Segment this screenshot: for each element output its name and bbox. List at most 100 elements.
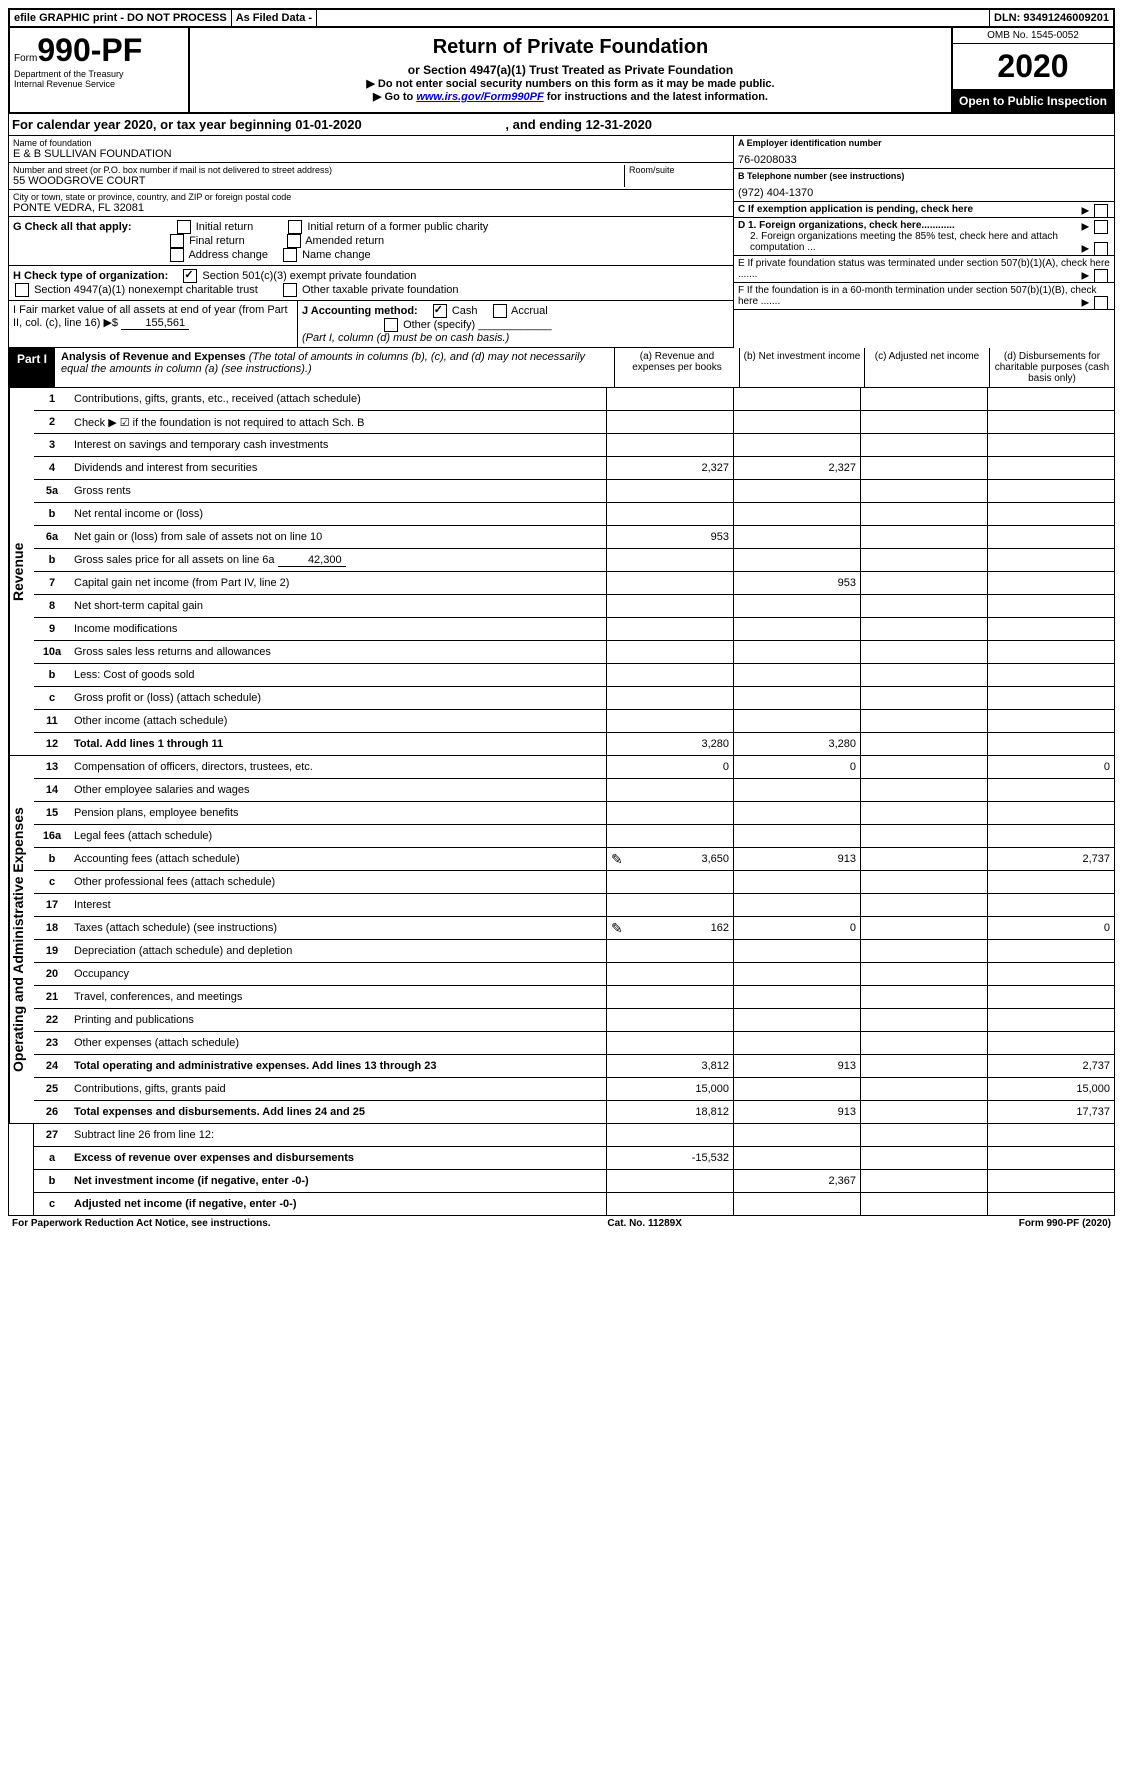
data-cell-col-d: [987, 1009, 1114, 1031]
year-box: OMB No. 1545-0052 2020 Open to Public In…: [951, 28, 1113, 112]
room-cell: Room/suite: [624, 165, 729, 187]
data-cell-col-a: [606, 802, 733, 824]
data-cell-col-b: [733, 526, 860, 548]
table-row: 18Taxes (attach schedule) (see instructi…: [34, 917, 1114, 940]
data-cell-col-c: [860, 756, 987, 778]
amended-checkbox[interactable]: [287, 234, 301, 248]
terminated-checkbox[interactable]: [1094, 269, 1108, 283]
data-cell-col-b: [733, 1032, 860, 1054]
d-cell: D 1. Foreign organizations, check here..…: [734, 218, 1114, 256]
top-bar: efile GRAPHIC print - DO NOT PROCESS As …: [8, 8, 1115, 28]
cash-checkbox[interactable]: [433, 304, 447, 318]
data-cell-col-d: [987, 526, 1114, 548]
instr-link: ▶ Go to www.irs.gov/Form990PF for instru…: [194, 90, 947, 103]
part1-title: Analysis of Revenue and Expenses: [61, 351, 246, 363]
data-cell-col-a: [606, 411, 733, 433]
foreign-85-checkbox[interactable]: [1094, 242, 1108, 256]
data-cell-col-d: [987, 733, 1114, 755]
row-description: Excess of revenue over expenses and disb…: [70, 1150, 606, 1166]
initial-former-checkbox[interactable]: [288, 220, 302, 234]
form-subtitle: or Section 4947(a)(1) Trust Treated as P…: [194, 63, 947, 77]
row-description: Contributions, gifts, grants paid: [70, 1081, 606, 1097]
data-cell-col-d: [987, 411, 1114, 433]
data-cell-col-c: [860, 710, 987, 732]
4947-checkbox[interactable]: [15, 283, 29, 297]
data-cell-col-a: [606, 894, 733, 916]
name-change-checkbox[interactable]: [283, 248, 297, 262]
row-description: Adjusted net income (if negative, enter …: [70, 1196, 606, 1212]
table-row: aExcess of revenue over expenses and dis…: [34, 1147, 1114, 1170]
table-row: 16aLegal fees (attach schedule): [34, 825, 1114, 848]
g-row: G Check all that apply: Initial return I…: [9, 217, 733, 266]
data-cell-col-d: [987, 871, 1114, 893]
row-number: c: [34, 874, 70, 890]
other-method-checkbox[interactable]: [384, 318, 398, 332]
row-description: Printing and publications: [70, 1012, 606, 1028]
data-cell-col-a: [606, 1170, 733, 1192]
60month-checkbox[interactable]: [1094, 296, 1108, 310]
row-description: Legal fees (attach schedule): [70, 828, 606, 844]
table-row: 8Net short-term capital gain: [34, 595, 1114, 618]
data-cell-col-b: [733, 825, 860, 847]
row-description: Gross sales less returns and allowances: [70, 644, 606, 660]
table-row: 19Depreciation (attach schedule) and dep…: [34, 940, 1114, 963]
table-row: 4Dividends and interest from securities2…: [34, 457, 1114, 480]
attachment-icon[interactable]: ✎: [611, 920, 623, 937]
row-number: 3: [34, 437, 70, 453]
row-description: Interest on savings and temporary cash i…: [70, 437, 606, 453]
table-row: 20Occupancy: [34, 963, 1114, 986]
phone: (972) 404-1370: [738, 187, 1110, 199]
row-number: 20: [34, 966, 70, 982]
data-cell-col-a: ✎162: [606, 917, 733, 939]
initial-return-checkbox[interactable]: [177, 220, 191, 234]
row-description: Gross profit or (loss) (attach schedule): [70, 690, 606, 706]
exemption-pending-checkbox[interactable]: [1094, 204, 1108, 218]
tax-year: 2020: [953, 44, 1113, 90]
data-cell-col-a: [606, 618, 733, 640]
data-cell-col-b: [733, 802, 860, 824]
col-c-header: (c) Adjusted net income: [864, 348, 989, 387]
title-box: Return of Private Foundation or Section …: [190, 28, 951, 112]
data-cell-col-a: [606, 664, 733, 686]
data-cell-col-c: [860, 526, 987, 548]
data-cell-col-b: 3,280: [733, 733, 860, 755]
data-cell-col-d: [987, 503, 1114, 525]
foreign-org-checkbox[interactable]: [1094, 220, 1108, 234]
row-description: Net investment income (if negative, ente…: [70, 1173, 606, 1189]
data-cell-col-b: [733, 503, 860, 525]
other-taxable-checkbox[interactable]: [283, 283, 297, 297]
efile-notice: efile GRAPHIC print - DO NOT PROCESS: [10, 10, 232, 26]
data-cell-col-b: 913: [733, 848, 860, 870]
phone-cell: B Telephone number (see instructions) (9…: [734, 169, 1114, 202]
501c3-checkbox[interactable]: [183, 269, 197, 283]
data-cell-col-d: [987, 664, 1114, 686]
data-cell-col-a: [606, 1032, 733, 1054]
instr-ssn: ▶ Do not enter social security numbers o…: [194, 77, 947, 90]
data-cell-col-a: 3,812: [606, 1055, 733, 1077]
row-number: 1: [34, 391, 70, 407]
data-cell-col-a: [606, 572, 733, 594]
row-number: 8: [34, 598, 70, 614]
data-cell-col-d: [987, 986, 1114, 1008]
accrual-checkbox[interactable]: [493, 304, 507, 318]
data-cell-col-c: [860, 572, 987, 594]
attachment-icon[interactable]: ✎: [611, 851, 623, 868]
revenue-table: Revenue 1Contributions, gifts, grants, e…: [8, 388, 1115, 756]
data-cell-col-a: [606, 503, 733, 525]
data-cell-col-c: [860, 434, 987, 456]
data-cell-col-c: [860, 641, 987, 663]
data-cell-col-b: [733, 411, 860, 433]
table-row: 3Interest on savings and temporary cash …: [34, 434, 1114, 457]
paperwork-notice: For Paperwork Reduction Act Notice, see …: [12, 1218, 271, 1229]
data-cell-col-d: [987, 1147, 1114, 1169]
row-number: 27: [34, 1127, 70, 1143]
data-cell-col-c: [860, 1032, 987, 1054]
irs-link[interactable]: www.irs.gov/Form990PF: [416, 91, 543, 103]
address-change-checkbox[interactable]: [170, 248, 184, 262]
final-return-checkbox[interactable]: [170, 234, 184, 248]
data-cell-col-c: [860, 1124, 987, 1146]
data-cell-col-c: [860, 986, 987, 1008]
data-cell-col-c: [860, 779, 987, 801]
begin-date: 01-01-2020: [295, 117, 362, 132]
row-number: 22: [34, 1012, 70, 1028]
